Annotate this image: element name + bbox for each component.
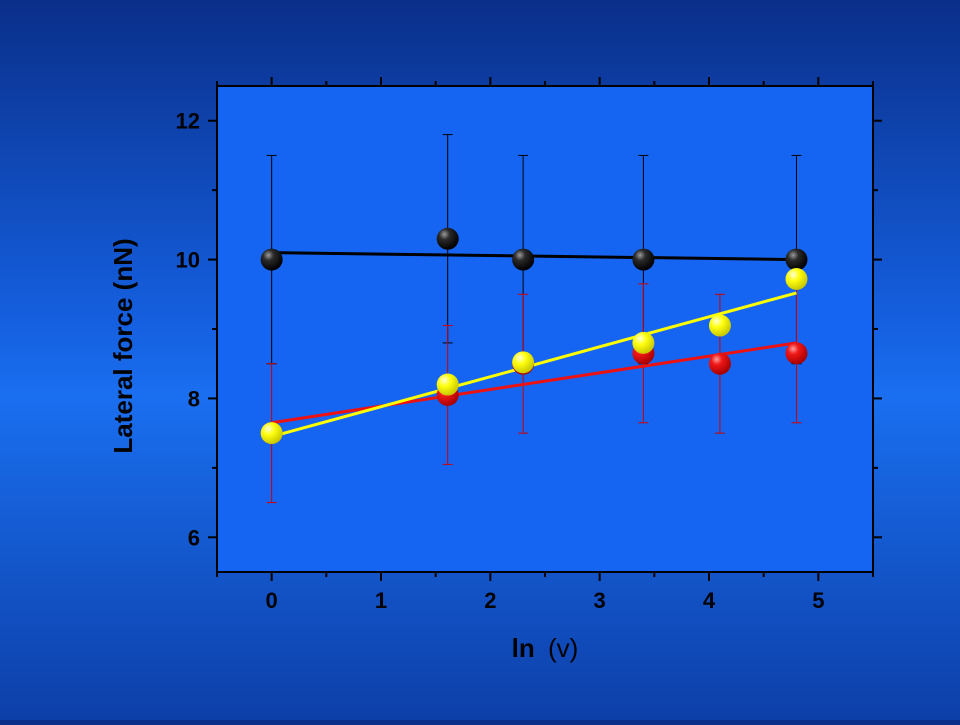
x-tick-label: 2 xyxy=(484,588,496,613)
point-black xyxy=(785,248,808,271)
x-tick-label: 4 xyxy=(703,588,716,613)
y-tick-label: 6 xyxy=(188,525,200,550)
point-red xyxy=(785,342,808,365)
point-yellow xyxy=(632,331,655,354)
point-yellow xyxy=(260,422,283,445)
y-axis-label: Lateral force (nN) xyxy=(108,238,138,453)
x-tick-label: 3 xyxy=(594,588,606,613)
point-black xyxy=(260,248,283,271)
point-black xyxy=(512,248,535,271)
x-tick-label: 0 xyxy=(266,588,278,613)
y-tick-label: 12 xyxy=(176,109,200,134)
point-red xyxy=(708,352,731,375)
fit-line-red xyxy=(271,341,797,425)
point-yellow xyxy=(708,314,731,337)
point-yellow xyxy=(785,268,808,291)
point-black xyxy=(436,227,459,250)
point-yellow xyxy=(436,373,459,396)
y-tick-label: 10 xyxy=(176,248,200,273)
point-yellow xyxy=(512,351,535,374)
plot-area xyxy=(217,86,873,572)
x-axis-label-ln: ln xyxy=(512,633,535,663)
point-black xyxy=(632,248,655,271)
x-tick-label: 1 xyxy=(375,588,387,613)
x-axis-label: ln (v) xyxy=(512,633,579,663)
x-axis-label-var: (v) xyxy=(548,633,578,663)
y-tick-label: 8 xyxy=(188,386,200,411)
fit-line-black xyxy=(271,251,797,262)
x-tick-label: 5 xyxy=(812,588,824,613)
